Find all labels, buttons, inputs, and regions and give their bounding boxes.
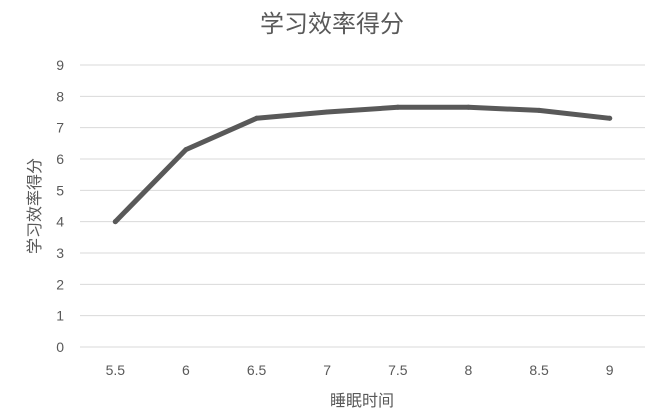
data-point [395,104,401,110]
y-tick-label: 3 [56,245,64,261]
x-tick-label: 8.5 [529,362,549,378]
y-tick-label: 8 [56,88,64,104]
y-tick-label: 9 [56,57,64,73]
data-point [324,109,330,115]
series-line [112,104,613,225]
data-point [465,104,471,110]
chart-title: 学习效率得分 [260,10,404,38]
y-axis-label: 学习效率得分 [25,158,44,254]
x-axis-ticks: 5.5 6 6.5 7 7.5 8 8.5 9 [106,362,614,378]
y-axis-ticks: 0 1 2 3 4 5 6 7 8 9 [56,57,64,355]
y-tick-label: 7 [56,120,64,136]
x-axis-label: 睡眠时间 [330,391,394,410]
y-tick-label: 4 [56,214,64,230]
x-tick-label: 7 [323,362,331,378]
x-tick-label: 7.5 [388,362,408,378]
data-point [183,147,189,153]
y-tick-label: 0 [56,339,64,355]
y-tick-label: 2 [56,276,64,292]
data-point [112,219,118,225]
x-tick-label: 9 [606,362,614,378]
series-group [112,104,613,225]
x-tick-label: 8 [465,362,473,378]
x-tick-label: 6.5 [247,362,267,378]
x-tick-label: 6 [182,362,190,378]
y-tick-label: 1 [56,308,64,324]
y-tick-label: 5 [56,182,64,198]
x-tick-label: 5.5 [106,362,126,378]
data-point [254,115,260,121]
data-point [607,115,613,121]
data-point [536,107,542,113]
y-tick-label: 6 [56,151,64,167]
